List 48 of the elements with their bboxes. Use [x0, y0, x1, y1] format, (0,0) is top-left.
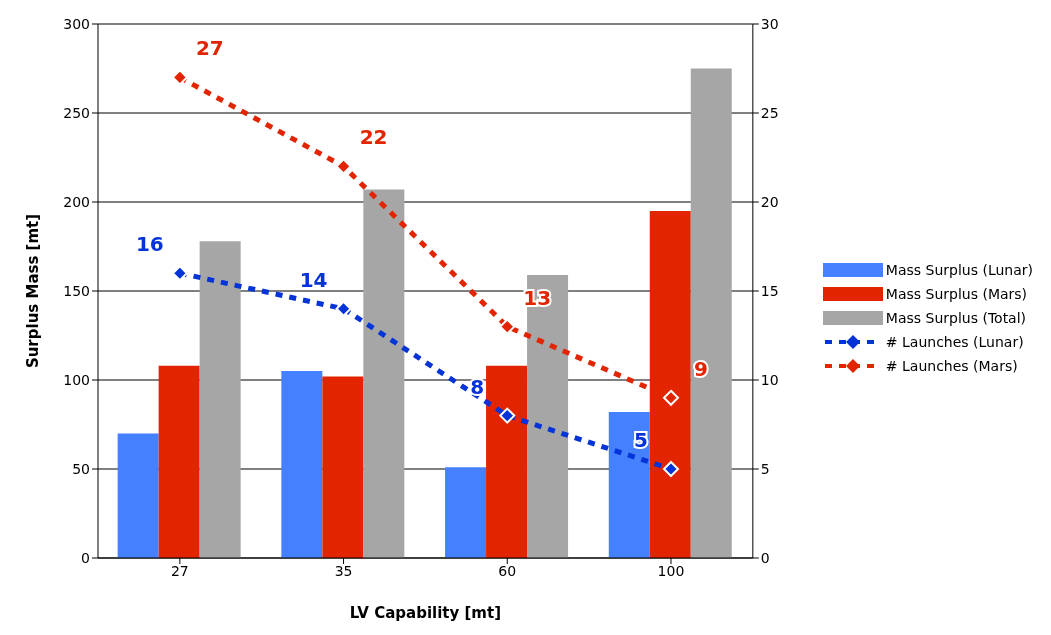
bar: [690, 68, 732, 558]
point: [662, 461, 679, 477]
bar: [199, 241, 241, 558]
y2-tick-label: 25: [760, 104, 779, 121]
data-label: 13: [523, 285, 552, 310]
data-label: 5: [634, 428, 648, 452]
point: [662, 389, 679, 406]
legend-label: Mass Surplus (Lunar): [885, 262, 1033, 278]
data-label: 14: [299, 267, 328, 292]
y2-tick-label: 20: [760, 193, 779, 210]
data-label: 27: [195, 36, 224, 61]
y2-tick-label: 30: [760, 15, 779, 32]
y2-tick-label: 10: [760, 371, 779, 388]
y-tick-label: 300: [63, 15, 90, 32]
y-tick-label: 0: [81, 549, 90, 566]
bar: [445, 467, 487, 558]
y2-tick-label: 0: [760, 549, 770, 566]
y-tick-label: 150: [63, 282, 90, 299]
bar: [486, 365, 528, 558]
bar: [281, 371, 323, 558]
bar: [527, 274, 569, 558]
legend-label: Mass Surplus (Mars): [885, 286, 1028, 302]
data-label: 9: [694, 356, 708, 381]
legend-label: # Launches (Mars): [885, 358, 1018, 374]
y2-tick-label: 15: [760, 282, 779, 299]
legend-label: # Launches (Lunar): [885, 334, 1024, 350]
x-axis-title: LV Capability [mt]: [349, 604, 501, 622]
x-tick-label: 35: [334, 562, 353, 579]
point: [499, 407, 516, 424]
data-label: 22: [359, 125, 388, 150]
y2-tick-label: 5: [760, 460, 770, 477]
bar: [322, 376, 364, 558]
legend-label: Mass Surplus (Total): [885, 310, 1027, 326]
y-tick-label: 200: [63, 193, 90, 210]
data-label: 16: [135, 232, 164, 257]
y-axis-title: Surplus Mass [mt]: [24, 213, 43, 369]
y-tick-label: 50: [72, 460, 90, 477]
y-tick-label: 100: [63, 371, 90, 388]
x-tick-label: 100: [657, 562, 685, 579]
x-tick-label: 60: [498, 562, 517, 579]
y-tick-label: 250: [63, 104, 90, 121]
data-label: 8: [470, 374, 485, 399]
point: [499, 318, 516, 335]
bar: [363, 189, 405, 558]
bar: [117, 433, 159, 558]
x-tick-label: 27: [170, 562, 189, 579]
bar: [158, 365, 200, 558]
bar: [608, 412, 650, 558]
